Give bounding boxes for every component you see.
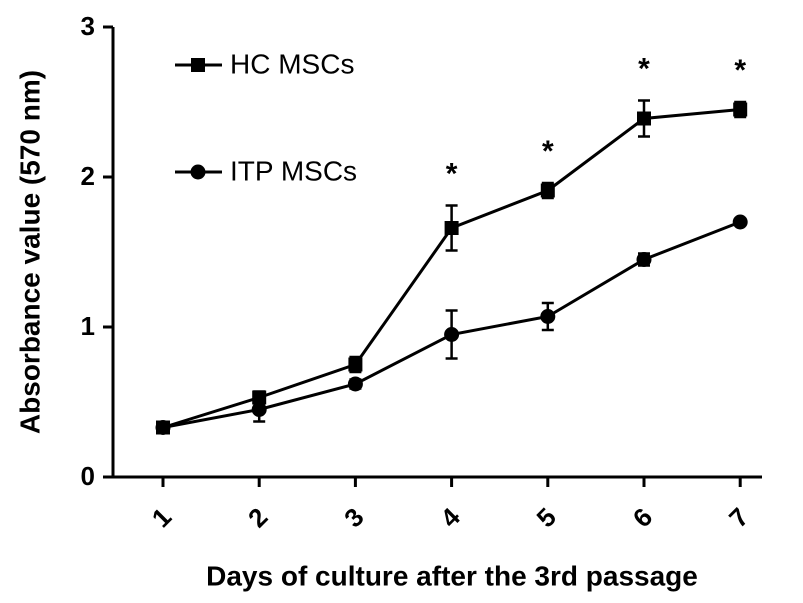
x-tick-label: 6 — [627, 502, 658, 533]
legend-marker — [190, 164, 206, 180]
marker — [540, 309, 556, 324]
x-axis-title: Days of culture after the 3rd passage — [206, 560, 698, 591]
marker — [444, 221, 459, 235]
x-tick-label: 5 — [531, 502, 562, 533]
y-axis-title: Absorbance value (570 nm) — [14, 70, 45, 434]
annotation: * — [446, 157, 458, 190]
legend-label: HC MSCs — [230, 48, 354, 79]
marker — [348, 357, 363, 372]
marker — [732, 214, 748, 230]
x-tick-label: 2 — [242, 502, 273, 533]
y-tick-label: 3 — [81, 11, 95, 41]
marker — [347, 376, 363, 392]
y-tick-label: 0 — [81, 461, 95, 491]
x-tick-label: 1 — [146, 502, 177, 533]
marker — [155, 420, 171, 435]
x-tick-label: 7 — [723, 502, 754, 533]
marker — [444, 327, 460, 342]
legend-label: ITP MSCs — [230, 155, 357, 186]
legend-marker — [191, 58, 205, 72]
annotation: * — [734, 54, 746, 87]
y-tick-label: 2 — [81, 161, 95, 191]
y-tick-label: 1 — [81, 311, 95, 341]
marker — [733, 102, 748, 117]
marker — [637, 111, 651, 126]
x-tick-label: 3 — [338, 502, 369, 533]
marker — [540, 183, 555, 198]
annotation: * — [542, 135, 554, 168]
marker — [251, 402, 267, 417]
annotation: * — [638, 52, 650, 85]
x-tick-label: 4 — [434, 501, 466, 533]
marker — [636, 252, 652, 267]
